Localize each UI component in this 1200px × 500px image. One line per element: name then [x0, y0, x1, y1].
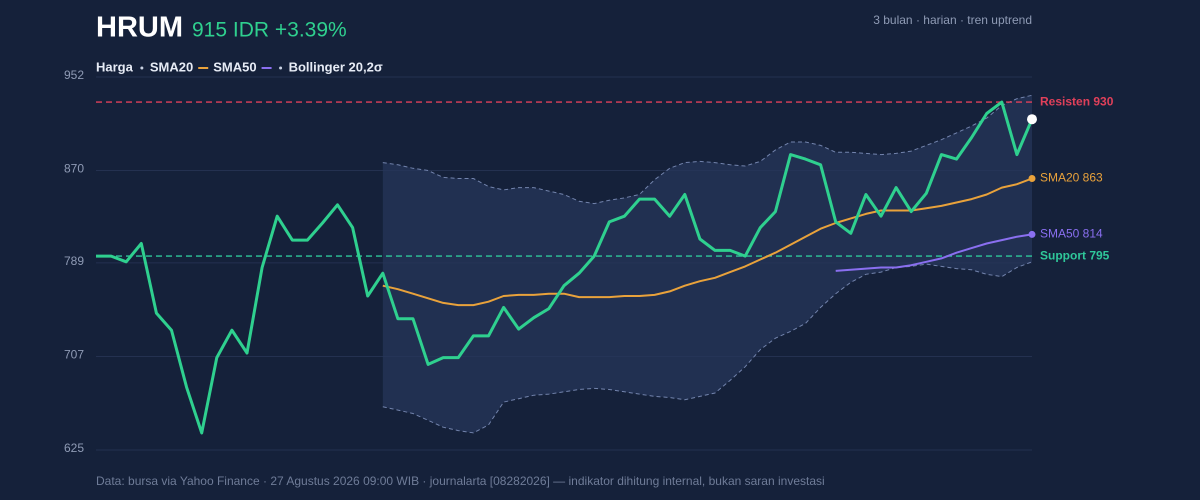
- chart-note: 3 bulan · harian · tren uptrend: [873, 13, 1032, 27]
- legend: Harga SMA20 SMA50 Bollinger 20,2σ: [96, 59, 383, 74]
- series-line: [382, 177, 1033, 307]
- y-tick-label: 789: [64, 254, 84, 268]
- reference-label: Resisten 930: [1040, 94, 1114, 108]
- y-tick-label: 952: [64, 68, 84, 82]
- legend-label: Bollinger 20,2σ: [289, 59, 383, 74]
- legend-label: SMA50: [213, 59, 256, 74]
- legend-separator: [279, 66, 283, 70]
- series-line: [96, 100, 1034, 435]
- reference-label: Support 795: [1040, 248, 1110, 262]
- legend-label: Harga: [96, 59, 134, 74]
- end-label: SMA20 863: [1040, 171, 1103, 185]
- y-tick-label: 625: [64, 441, 84, 455]
- bollinger-lower: [382, 261, 1033, 434]
- end-point: [1027, 114, 1037, 125]
- bollinger-upper: [382, 94, 1033, 205]
- legend-label: SMA20: [150, 59, 193, 74]
- legend-separator: [140, 66, 144, 70]
- y-tick-label: 707: [64, 348, 84, 362]
- end-point: [1028, 230, 1036, 238]
- y-tick-label: 870: [64, 162, 84, 176]
- chart-subtitle: 915 IDR +3.39%: [192, 19, 347, 42]
- series-line: [835, 233, 1033, 272]
- bollinger-area: [382, 95, 1032, 433]
- chart-title: HRUM: [96, 12, 183, 44]
- end-point: [1028, 175, 1036, 183]
- end-label: SMA50 814: [1040, 227, 1103, 241]
- source: Data: bursa via Yahoo Finance · 27 Agust…: [96, 474, 825, 488]
